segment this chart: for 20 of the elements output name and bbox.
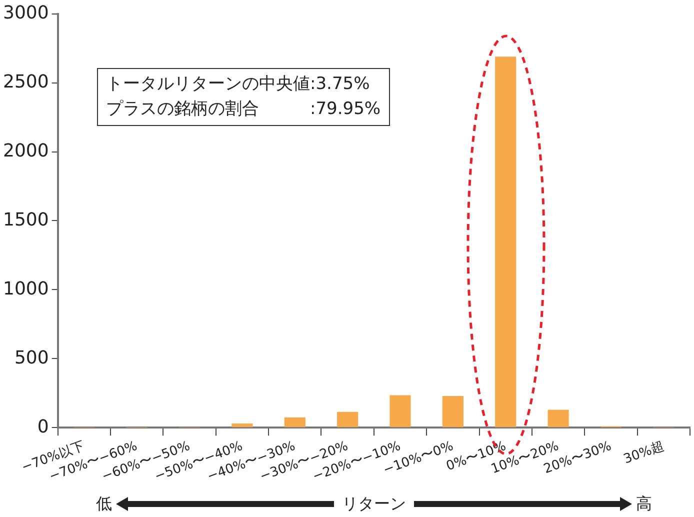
bar [390, 395, 411, 428]
bar [232, 424, 253, 428]
annotation: プラスの銘柄の割合 :79.95% [106, 99, 381, 119]
bar [495, 56, 516, 428]
y-tick-label: 0 [37, 416, 49, 438]
text: 高 [636, 494, 652, 514]
x-axis-title: リターン [342, 494, 406, 514]
bar [337, 412, 358, 428]
bar [284, 417, 306, 428]
text: 低 [96, 494, 112, 514]
x-tick-label: 30%超 [622, 438, 666, 468]
annotation: トータルリターンの中央値:3.75% [106, 74, 370, 94]
y-tick-label: 2500 [2, 71, 49, 92]
y-tick-label: 1500 [2, 209, 49, 230]
y-tick-label: 2000 [2, 140, 49, 162]
bar [548, 410, 569, 428]
y-tick-label: 500 [14, 347, 49, 368]
y-tick-label: 3000 [2, 2, 49, 24]
bar [442, 396, 464, 428]
y-tick-label: 1000 [2, 278, 49, 300]
